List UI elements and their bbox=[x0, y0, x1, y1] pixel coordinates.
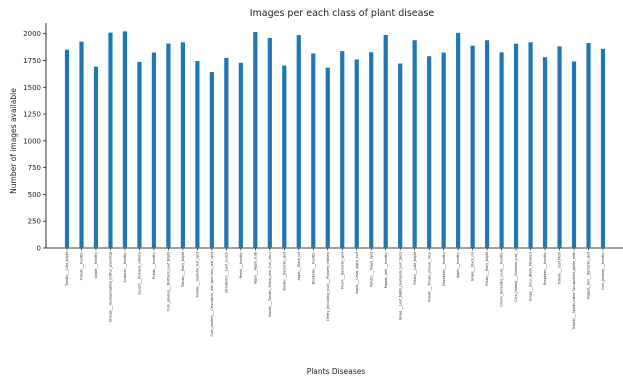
bar bbox=[557, 46, 562, 248]
x-tick-label: Corn_(maize)___Cercospora_leaf_spot Gray… bbox=[210, 251, 214, 336]
x-tick-label: Tomato___Late_blight bbox=[65, 251, 69, 287]
x-tick-label: Potato___healthy bbox=[152, 252, 156, 279]
bar bbox=[224, 57, 229, 249]
y-tick-label: 500 bbox=[28, 191, 41, 199]
bar bbox=[137, 62, 142, 248]
x-tick-label: Cherry_(including_sour)___healthy bbox=[500, 252, 504, 307]
y-tick-label: 0 bbox=[37, 245, 41, 253]
x-tick-label: Apple___healthy bbox=[456, 252, 460, 278]
chart-title: Images per each class of plant disease bbox=[250, 8, 435, 19]
plot-area: 0 250 500 750 1000 1250 1500 1750 2000 Tomato___L… bbox=[23, 23, 623, 337]
x-tick-label: Tomato___Spider_mites Two-spotted_spider… bbox=[572, 252, 576, 331]
x-tick-label: Apple___Cedar_apple_rust bbox=[355, 251, 359, 293]
x-axis-label: Plants Diseases bbox=[307, 367, 366, 376]
x-tick-label: Raspberry___healthy bbox=[543, 252, 547, 285]
x-tick-label: Peach___healthy bbox=[239, 252, 243, 278]
bar bbox=[586, 43, 591, 248]
bar bbox=[122, 31, 128, 248]
bar bbox=[412, 40, 417, 248]
bar bbox=[166, 43, 171, 248]
y-tick-label: 2000 bbox=[23, 30, 41, 38]
bar bbox=[151, 52, 157, 248]
bar bbox=[267, 37, 272, 248]
bar bbox=[441, 52, 446, 248]
bar bbox=[108, 32, 113, 248]
bar bbox=[600, 48, 606, 248]
bar bbox=[325, 67, 330, 249]
bar bbox=[542, 57, 548, 249]
x-tick-label: Corn_(maize)___Common_rust_ bbox=[514, 252, 518, 302]
x-tick-label: Potato___Late_blight bbox=[413, 251, 417, 284]
y-axis-label: Number of images available bbox=[9, 88, 18, 194]
y-tick-label: 750 bbox=[28, 164, 41, 172]
x-tick-label: Tomato___healthy bbox=[80, 252, 84, 281]
bar bbox=[398, 63, 403, 248]
bar bbox=[64, 49, 70, 249]
x-tick-label: Corn_(maize)___Northern_Leaf_Blight bbox=[167, 251, 171, 311]
bar bbox=[282, 65, 287, 248]
bar bbox=[485, 40, 490, 248]
x-tick-label: Grape___Esca_(Black_Measles) bbox=[529, 252, 533, 301]
bar bbox=[79, 41, 84, 248]
bar bbox=[340, 51, 345, 248]
bar bbox=[296, 35, 301, 248]
bar bbox=[383, 35, 388, 248]
bar bbox=[470, 45, 475, 249]
bar bbox=[311, 53, 316, 249]
x-tick-label: Squash___Powdery_mildew bbox=[138, 252, 142, 295]
bar bbox=[456, 32, 461, 248]
bar bbox=[209, 72, 214, 248]
x-tick-label: Tomato___Tomato_mosaic_virus bbox=[427, 252, 431, 304]
x-tick-label: Pepper,_bell___Bacterial_spot bbox=[587, 251, 591, 299]
x-tick-label: Tomato___Target_Spot bbox=[369, 251, 373, 288]
bar bbox=[499, 52, 504, 248]
x-tick-label: Apple___Black_rot bbox=[297, 251, 301, 280]
y-tick-label: 1000 bbox=[23, 137, 41, 145]
x-tick-label: Peach___Bacterial_spot bbox=[340, 251, 344, 289]
y-tick-label: 1500 bbox=[23, 84, 41, 92]
y-tick-label: 1750 bbox=[23, 57, 41, 65]
bar bbox=[253, 32, 258, 248]
x-tick-label: Potato___Early_blight bbox=[485, 251, 489, 285]
bar bbox=[195, 61, 200, 248]
bar bbox=[369, 52, 374, 248]
bar bbox=[93, 66, 99, 249]
y-tick-label: 1250 bbox=[23, 111, 41, 119]
x-tick-label: Tomato___Leaf_Mold bbox=[558, 252, 562, 285]
bar bbox=[354, 59, 359, 249]
x-tick-label: Orange___Haunglongbing_(Citrus_greening) bbox=[109, 252, 113, 322]
x-tick-label: Strawberry___healthy bbox=[442, 252, 446, 286]
x-tick-label: Grape___Black_rot bbox=[471, 251, 475, 281]
x-tick-label: Apple___Apple_scab bbox=[253, 252, 257, 284]
x-tick-label: Grape___healthy bbox=[94, 252, 98, 279]
bar bbox=[528, 42, 533, 248]
bar bbox=[238, 62, 243, 248]
x-tick-label: Tomato___Tomato_Yellow_Leaf_Curl_Virus bbox=[268, 252, 272, 319]
x-tick-label: Blueberry___healthy bbox=[311, 252, 315, 284]
bar bbox=[571, 61, 577, 249]
bar bbox=[180, 42, 185, 248]
x-tick-label: Grape___Leaf_blight_(Isariopsis_Leaf_Spo… bbox=[398, 252, 402, 320]
bar bbox=[427, 56, 432, 249]
x-tick-label: Tomato___Bacterial_spot bbox=[282, 251, 286, 292]
x-tick-label: Tomato___Septoria_leaf_spot bbox=[195, 251, 199, 298]
x-tick-label: Tomato___Early_blight bbox=[181, 251, 185, 288]
x-tick-label: Strawberry___Leaf_scorch bbox=[224, 252, 228, 293]
x-tick-label: Cherry_(including_sour)___Powdery_mildew bbox=[326, 252, 330, 322]
x-tick-label: Soybean___healthy bbox=[123, 252, 127, 283]
y-tick-label: 250 bbox=[28, 218, 41, 226]
bar bbox=[513, 43, 519, 249]
x-tick-label: Pepper,_bell___healthy bbox=[384, 252, 388, 288]
x-tick-label: Corn_(maize)___healthy bbox=[601, 252, 605, 290]
